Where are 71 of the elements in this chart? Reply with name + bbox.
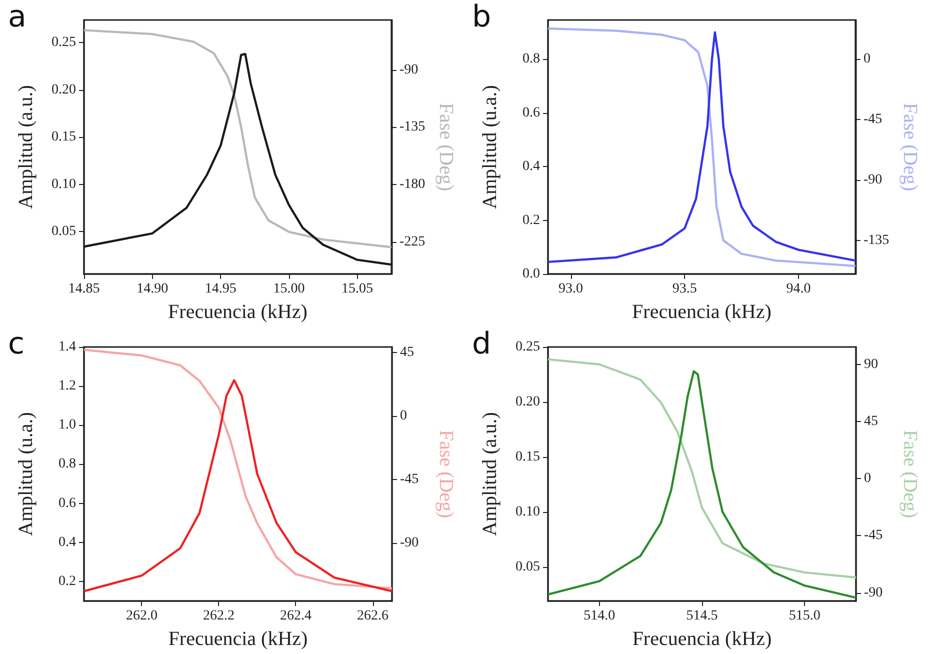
x-axis-title: Frecuencia (kHz) [632,628,772,650]
x-tick-label: 15.05 [342,282,374,296]
x-tick-label: 14.90 [136,282,168,296]
x-axis-title: Frecuencia (kHz) [168,301,308,323]
x-tick-label: 514.5 [686,608,718,624]
y2-tick-label: -90 [400,536,419,551]
y2-tick-label: -180 [399,177,426,192]
y-tick-label: 0.4 [58,534,76,550]
y-tick-label: 0.15 [52,130,76,145]
y2-tick-label: -45 [400,472,419,488]
x-tick-label: 14.85 [68,282,100,296]
y-tick-label: 0.6 [522,105,540,120]
y-tick-label: 0.2 [58,574,76,589]
x-tick-label: 262.4 [280,608,312,624]
x-tick-label: 262.2 [203,608,234,624]
x-tick-label: 262.0 [126,608,158,624]
y-tick-label: 0.25 [52,35,76,50]
y2-axis-title: Fase (Deg) [899,430,921,518]
y-tick-label: 0.05 [516,559,540,574]
y-tick-label: 0.10 [516,504,540,520]
y-axis-title: Amplitud (u.a.) [15,412,37,536]
line-series [82,29,393,248]
y2-tick-label: -90 [863,172,882,188]
x-tick-label: 14.95 [204,282,236,296]
x-tick-label: 262.6 [357,608,388,624]
chart-title: c [8,326,24,362]
x-tick-label: 15.00 [273,282,305,296]
x-tick-label: 515.0 [788,608,820,624]
y2-axis-title: Fase (Deg) [435,430,457,518]
y2-tick-label: -225 [399,234,426,250]
y-tick-label: 0.15 [516,449,540,464]
chart-title: b [472,0,492,34]
y2-tick-label: -135 [863,232,890,248]
y-tick-label: 0.05 [52,224,76,240]
y2-tick-label: 0 [400,408,407,424]
y-tick-label: 0.8 [58,456,76,472]
y-tick-label: 0.6 [58,496,76,511]
y2-tick-label: 45 [400,345,414,360]
y-axis-title: Amplitud (u.a.) [479,85,501,209]
y-tick-label: 0.4 [522,159,540,174]
x-axis-title: Frecuencia (kHz) [632,301,772,323]
y-tick-label: 0.20 [516,394,540,410]
x-tick-label: 93.5 [672,282,697,296]
y-tick-label: 0.8 [522,52,540,67]
y2-tick-label: -90 [399,62,418,78]
x-tick-label: 514.0 [584,608,616,624]
chart-title: a [8,0,26,34]
y-tick-label: 1.0 [58,418,76,433]
y-tick-label: 0.20 [52,82,76,98]
y2-tick-label: -45 [863,112,882,127]
y2-tick-label: 0 [863,51,870,66]
y-axis-title: Amplitud (a.u.) [15,85,37,209]
y-tick-label: 0.0 [522,266,540,282]
y2-tick-label: 0 [864,471,871,486]
y2-axis-title: Fase (Deg) [899,102,921,192]
y-tick-label: 0.2 [522,212,540,228]
y-tick-label: 0.10 [52,176,76,192]
y2-tick-label: 90 [864,356,878,372]
y-axis-title: Amplitud (a.u.) [479,412,501,536]
y2-tick-label: -135 [399,120,426,135]
y2-tick-label: -90 [864,585,883,600]
y2-tick-label: -45 [864,528,883,544]
y-tick-label: 1.4 [58,340,76,354]
x-tick-label: 94.0 [786,282,811,296]
x-axis-title: Frecuencia (kHz) [168,628,308,650]
y2-axis-title: Fase (Deg) [435,102,457,192]
y-tick-label: 1.2 [58,378,76,394]
x-tick-label: 93.0 [558,282,584,296]
y2-tick-label: 45 [864,414,878,429]
y-tick-label: 0.25 [516,340,540,354]
chart-title: d [472,326,492,362]
